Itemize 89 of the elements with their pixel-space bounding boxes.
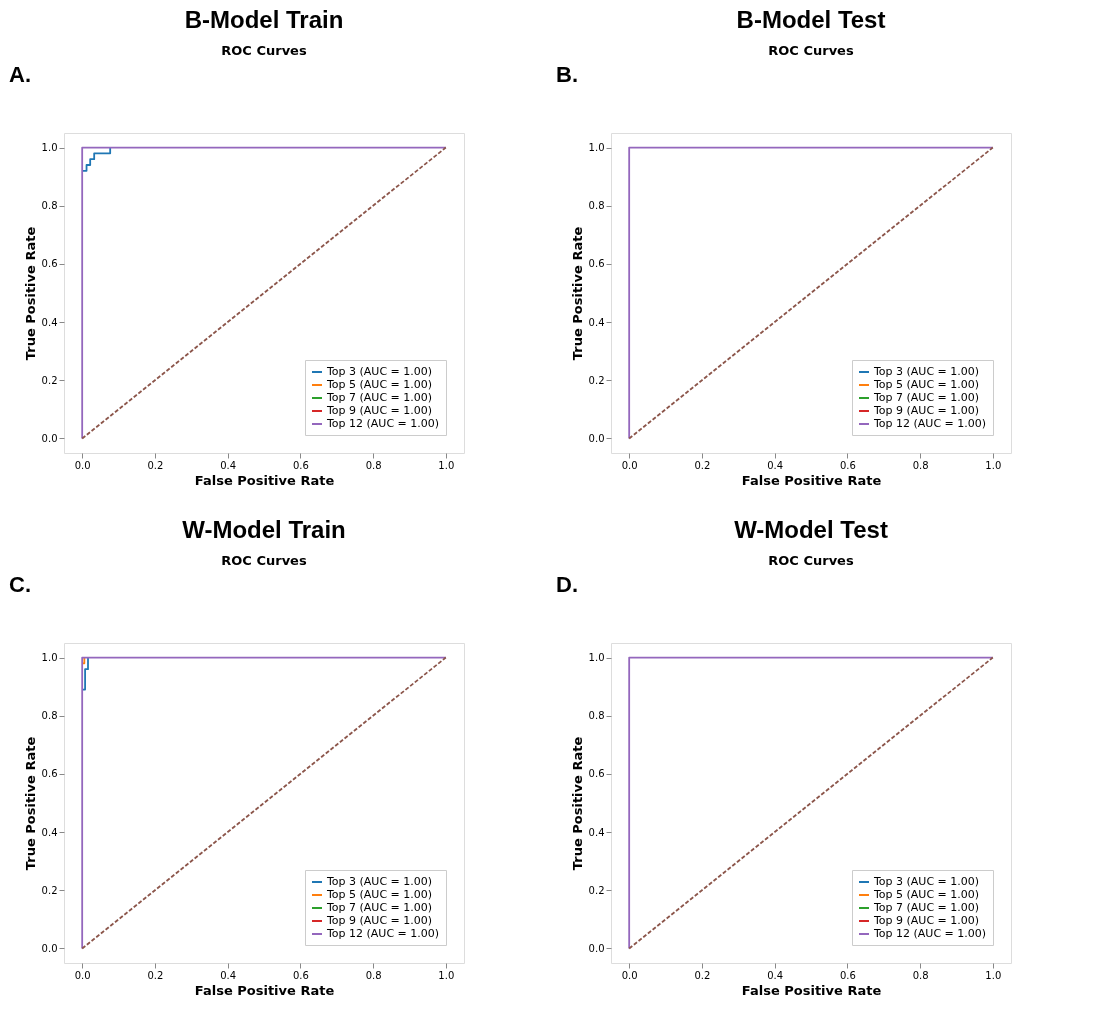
legend-label: Top 7 (AUC = 1.00) xyxy=(326,391,433,404)
y-tick-label: 0.6 xyxy=(41,258,58,270)
x-tick-label: 0.0 xyxy=(74,969,91,981)
legend-label: Top 12 (AUC = 1.00) xyxy=(326,927,440,940)
y-tick-label: 0.6 xyxy=(588,768,605,780)
legend-label: Top 12 (AUC = 1.00) xyxy=(326,417,440,430)
x-tick-label: 0.6 xyxy=(839,969,856,981)
x-tick-label: 0.8 xyxy=(365,969,382,981)
y-tick-label: 0.8 xyxy=(588,710,605,722)
x-tick-label: 0.6 xyxy=(839,459,856,471)
legend-label: Top 7 (AUC = 1.00) xyxy=(326,901,433,914)
y-tick-label: 1.0 xyxy=(588,652,605,664)
x-tick-label: 0.2 xyxy=(694,969,711,981)
x-tick-label: 1.0 xyxy=(438,969,455,981)
x-tick-label: 0.4 xyxy=(767,969,784,981)
y-axis-title: True Positive Rate xyxy=(569,736,585,871)
x-tick-label: 0.4 xyxy=(767,459,784,471)
legend-label: Top 7 (AUC = 1.00) xyxy=(873,901,980,914)
text: B. xyxy=(556,62,578,87)
legend-label: Top 9 (AUC = 1.00) xyxy=(326,914,433,927)
legend-label: Top 5 (AUC = 1.00) xyxy=(873,378,980,391)
chart-title: W-Model Train xyxy=(182,516,346,543)
legend-label: Top 3 (AUC = 1.00) xyxy=(873,875,980,888)
x-tick-label: 0.6 xyxy=(292,459,309,471)
x-tick-label: 0.2 xyxy=(694,459,711,471)
legend-label: Top 5 (AUC = 1.00) xyxy=(873,888,980,901)
y-tick-label: 0.4 xyxy=(588,826,605,838)
x-tick-label: 0.4 xyxy=(220,459,237,471)
x-tick-label: 0.0 xyxy=(621,459,638,471)
y-tick-label: 0.4 xyxy=(41,316,58,328)
y-tick-label: 0.0 xyxy=(588,432,605,444)
chart-title: W-Model Test xyxy=(734,516,888,543)
text: A. xyxy=(9,62,31,87)
y-tick-label: 1.0 xyxy=(41,142,58,154)
chart-subtitle: ROC Curves xyxy=(768,553,854,568)
y-tick-label: 0.8 xyxy=(41,200,58,212)
x-tick-label: 0.0 xyxy=(621,969,638,981)
legend-label: Top 3 (AUC = 1.00) xyxy=(873,365,980,378)
y-tick-label: 0.6 xyxy=(588,258,605,270)
legend-label: Top 9 (AUC = 1.00) xyxy=(326,404,433,417)
x-tick-label: 0.4 xyxy=(220,969,237,981)
y-axis-title: True Positive Rate xyxy=(22,226,38,361)
y-tick-label: 0.2 xyxy=(588,884,605,896)
x-tick-label: 0.0 xyxy=(74,459,91,471)
legend-label: Top 3 (AUC = 1.00) xyxy=(326,365,433,378)
x-tick-label: 0.8 xyxy=(365,459,382,471)
text: D. xyxy=(556,572,578,597)
chart-subtitle: ROC Curves xyxy=(221,553,307,568)
y-tick-label: 0.2 xyxy=(588,374,605,386)
y-axis-title: True Positive Rate xyxy=(22,736,38,871)
chart-subtitle: ROC Curves xyxy=(221,43,307,58)
legend-label: Top 7 (AUC = 1.00) xyxy=(873,391,980,404)
y-tick-label: 0.8 xyxy=(588,200,605,212)
chart-subtitle: ROC Curves xyxy=(768,43,854,58)
x-tick-label: 1.0 xyxy=(985,969,1002,981)
x-axis-title: False Positive Rate xyxy=(741,472,882,488)
y-tick-label: 0.8 xyxy=(41,710,58,722)
legend-label: Top 12 (AUC = 1.00) xyxy=(873,417,987,430)
x-tick-label: 0.6 xyxy=(292,969,309,981)
y-tick-label: 0.0 xyxy=(588,942,605,954)
chart-title: B-Model Train xyxy=(184,6,344,33)
legend-label: Top 12 (AUC = 1.00) xyxy=(873,927,987,940)
x-tick-label: 0.8 xyxy=(912,969,929,981)
chart-title: B-Model Test xyxy=(736,6,886,33)
y-tick-label: 0.4 xyxy=(41,826,58,838)
legend-label: Top 5 (AUC = 1.00) xyxy=(326,888,433,901)
legend-label: Top 5 (AUC = 1.00) xyxy=(326,378,433,391)
x-axis-title: False Positive Rate xyxy=(741,982,882,998)
y-tick-label: 0.6 xyxy=(41,768,58,780)
x-axis-title: False Positive Rate xyxy=(194,982,335,998)
y-tick-label: 0.0 xyxy=(41,942,58,954)
x-tick-label: 0.2 xyxy=(147,459,164,471)
x-tick-label: 0.2 xyxy=(147,969,164,981)
x-axis-title: False Positive Rate xyxy=(194,472,335,488)
text: C. xyxy=(9,572,31,597)
y-tick-label: 1.0 xyxy=(41,652,58,664)
y-axis-title: True Positive Rate xyxy=(569,226,585,361)
x-tick-label: 1.0 xyxy=(438,459,455,471)
legend-label: Top 9 (AUC = 1.00) xyxy=(873,914,980,927)
y-tick-label: 0.0 xyxy=(41,432,58,444)
legend-label: Top 9 (AUC = 1.00) xyxy=(873,404,980,417)
y-tick-label: 0.2 xyxy=(41,374,58,386)
y-tick-label: 0.4 xyxy=(588,316,605,328)
x-tick-label: 0.8 xyxy=(912,459,929,471)
y-tick-label: 1.0 xyxy=(588,142,605,154)
x-tick-label: 1.0 xyxy=(985,459,1002,471)
line-series xyxy=(81,146,112,172)
legend-label: Top 3 (AUC = 1.00) xyxy=(326,875,433,888)
y-tick-label: 0.2 xyxy=(41,884,58,896)
